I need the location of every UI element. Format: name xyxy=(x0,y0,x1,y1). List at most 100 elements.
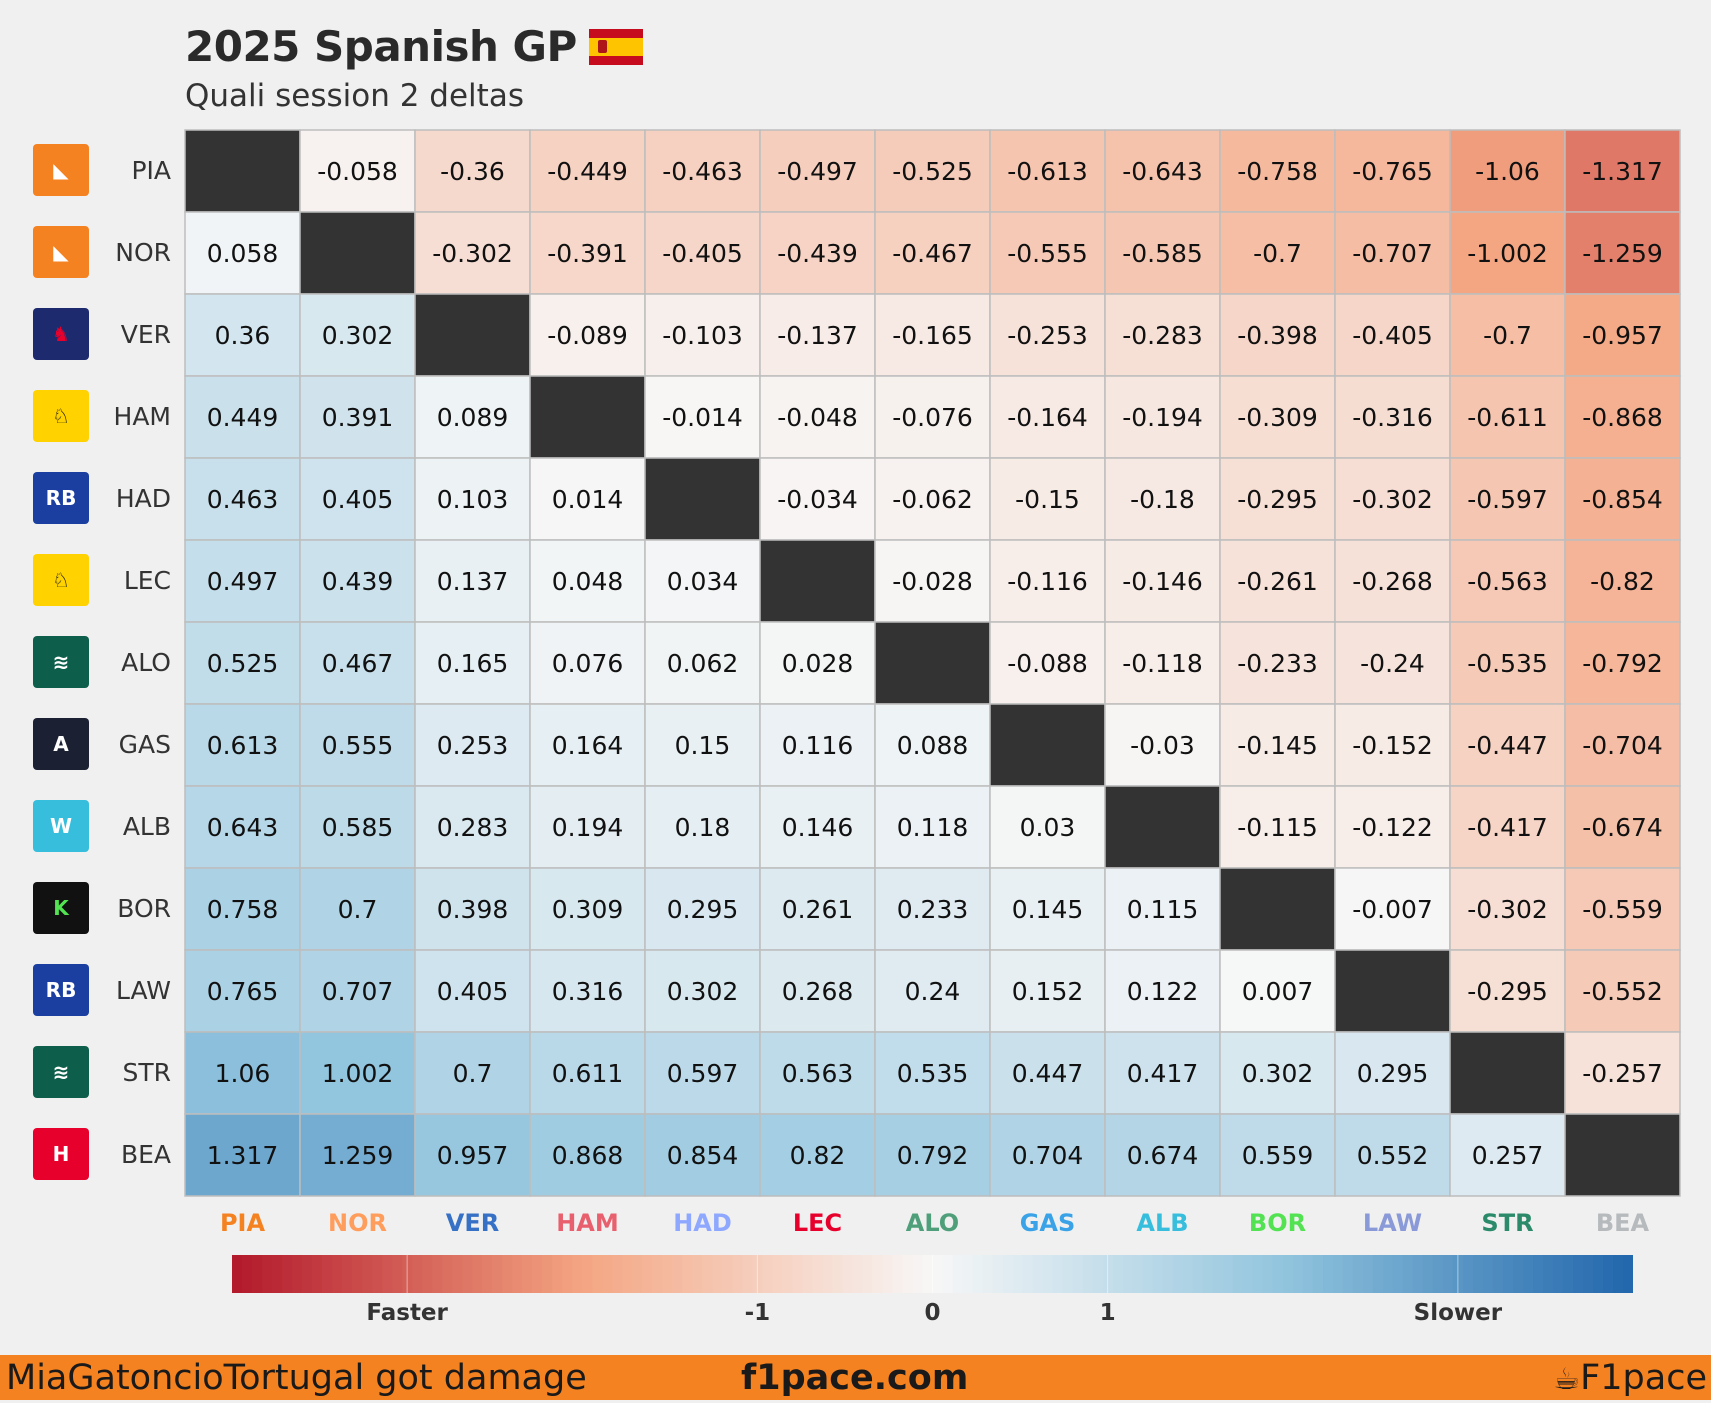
cell-value: 0.268 xyxy=(782,977,854,1006)
colorbar-segment xyxy=(452,1255,463,1293)
ferrari-icon: ♘ xyxy=(33,554,89,606)
colorbar-segment xyxy=(252,1255,263,1293)
colorbar-segment xyxy=(1432,1255,1444,1293)
cell-value: 0.062 xyxy=(667,649,739,678)
heatmap-cell xyxy=(1564,539,1681,623)
racingbulls-icon: RB xyxy=(33,472,89,524)
heatmap-cell xyxy=(1564,785,1681,869)
heatmap-cell xyxy=(529,1031,646,1115)
colorbar-segment xyxy=(1122,1255,1134,1293)
racingbulls-icon: RB xyxy=(33,964,89,1016)
colorbar-segment xyxy=(942,1255,954,1293)
colorbar-segment xyxy=(852,1255,864,1293)
colorbar-segment xyxy=(1502,1255,1514,1293)
colorbar-segment xyxy=(672,1255,683,1293)
cell-value: -0.089 xyxy=(547,321,628,350)
colorbar-segment xyxy=(362,1255,373,1293)
colorbar-segment xyxy=(912,1255,924,1293)
heatmap-cell xyxy=(1219,375,1336,459)
cell-value: -0.115 xyxy=(1237,813,1318,842)
colorbar-segment xyxy=(232,1255,243,1293)
colorbar-segment xyxy=(1142,1255,1154,1293)
cell-value: -0.525 xyxy=(892,157,973,186)
ferrari-icon: ♘ xyxy=(33,390,89,442)
colorbar-segment xyxy=(342,1255,353,1293)
cell-value: -0.253 xyxy=(1007,321,1088,350)
cell-value: 0.405 xyxy=(437,977,509,1006)
cell-value: -0.467 xyxy=(892,239,973,268)
heatmap-cell xyxy=(414,785,531,869)
cell-value: 0.447 xyxy=(1012,1059,1084,1088)
heatmap-cell xyxy=(989,375,1106,459)
column-label: STR xyxy=(1481,1209,1533,1237)
alpine-icon: A xyxy=(33,718,89,770)
colorbar-segment xyxy=(1462,1255,1474,1293)
delta-heatmap: -0.058 -0.36 -0.449 -0.463 -0.497 -0.525 -0.61… xyxy=(184,129,1681,1237)
diagonal-cell xyxy=(1449,1031,1566,1115)
footer-brand-text: F1pace xyxy=(1580,1358,1707,1398)
colorbar-segment xyxy=(622,1255,633,1293)
colorbar-segment xyxy=(1522,1255,1534,1293)
heatmap-cell xyxy=(1449,949,1566,1033)
heatmap-cell xyxy=(644,1031,761,1115)
cell-value: -0.704 xyxy=(1582,731,1663,760)
heatmap-cell xyxy=(644,293,761,377)
cell-value: 0.295 xyxy=(667,895,739,924)
heatmap-cell xyxy=(759,1113,876,1197)
cell-value: -0.088 xyxy=(1007,649,1088,678)
colorbar-segment xyxy=(1512,1255,1524,1293)
heatmap-cell xyxy=(1564,621,1681,705)
colorbar-segment xyxy=(412,1255,423,1293)
row-driver-name: ALO xyxy=(121,648,171,677)
cell-value: 0.152 xyxy=(1012,977,1084,1006)
heatmap-cell xyxy=(989,1031,1106,1115)
astonmartin-icon: ≋ xyxy=(33,1046,89,1098)
title-text: 2025 Spanish GP xyxy=(185,22,577,71)
colorbar-segment xyxy=(1562,1255,1574,1293)
cell-value: -0.497 xyxy=(777,157,858,186)
colorbar-segment xyxy=(1282,1255,1294,1293)
colorbar-segment xyxy=(1242,1255,1254,1293)
row-label: W ALB xyxy=(0,786,185,868)
heatmap-cell xyxy=(1334,867,1451,951)
colorbar-segment xyxy=(952,1255,964,1293)
colorbar-segment xyxy=(1582,1255,1594,1293)
colorbar-segment xyxy=(1072,1255,1084,1293)
cell-value: 0.449 xyxy=(207,403,279,432)
diagonal-cell xyxy=(184,129,301,213)
heatmap-cell xyxy=(1334,293,1451,377)
colorbar-segment xyxy=(862,1255,874,1293)
cell-value: 0.36 xyxy=(215,321,271,350)
colorbar-segment xyxy=(1412,1255,1424,1293)
cell-value: 0.707 xyxy=(322,977,394,1006)
cell-value: 0.253 xyxy=(437,731,509,760)
colorbar-segment xyxy=(552,1255,563,1293)
footer-site-link[interactable]: f1pace.com xyxy=(741,1358,969,1398)
row-label: ≋ STR xyxy=(0,1032,185,1114)
row-label: ◣ NOR xyxy=(0,212,185,294)
cell-value: -0.233 xyxy=(1237,649,1318,678)
colorbar-segment xyxy=(1112,1255,1124,1293)
heatmap-cell xyxy=(1219,211,1336,295)
cell-value: -0.118 xyxy=(1122,649,1203,678)
row-driver-name: BEA xyxy=(120,1140,171,1169)
heatmap-cell xyxy=(299,867,416,951)
cell-value: 0.03 xyxy=(1020,813,1076,842)
mclaren-icon: ◣ xyxy=(33,226,89,278)
colorbar-segment xyxy=(1402,1255,1414,1293)
colorbar-segment xyxy=(1002,1255,1014,1293)
colorbar-segment xyxy=(1062,1255,1074,1293)
cell-value: 1.317 xyxy=(207,1141,279,1170)
colorbar-segment xyxy=(592,1255,603,1293)
colorbar-segment xyxy=(1392,1255,1404,1293)
colorbar-segment xyxy=(892,1255,904,1293)
colorbar-segment xyxy=(502,1255,513,1293)
cell-value: 0.497 xyxy=(207,567,279,596)
diagonal-cell xyxy=(299,211,416,295)
colorbar-segment xyxy=(292,1255,303,1293)
cell-value: -0.007 xyxy=(1352,895,1433,924)
colorbar-tick-label: 1 xyxy=(1099,1300,1116,1326)
cell-value: -0.552 xyxy=(1582,977,1663,1006)
heatmap-cell xyxy=(184,375,301,459)
colorbar-segment xyxy=(652,1255,663,1293)
